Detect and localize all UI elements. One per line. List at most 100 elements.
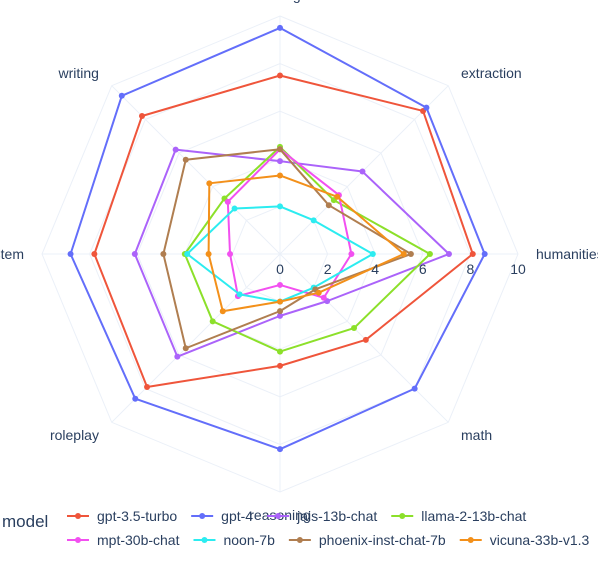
axis-label-stem: stem	[0, 246, 24, 262]
data-point	[407, 251, 414, 257]
data-point	[445, 251, 452, 257]
data-point	[315, 289, 322, 296]
grid-spoke	[111, 85, 281, 255]
legend-item-llama-2-13b-chat[interactable]: llama-2-13b-chat	[391, 508, 526, 524]
data-point	[369, 251, 376, 257]
legend-swatch-marker	[201, 537, 208, 543]
data-point	[182, 156, 189, 163]
angular-axis-labels: codingextractionhumanitiesmathreasoningr…	[0, 0, 598, 523]
series-vicuna-33b-v1.3	[205, 172, 407, 315]
data-point	[277, 362, 283, 369]
data-point	[277, 172, 283, 179]
legend-item-vicuna-33b-v1.3[interactable]: vicuna-33b-v1.3	[459, 532, 590, 548]
legend-item-gpt-4[interactable]: gpt-4	[191, 508, 253, 524]
data-point	[91, 251, 98, 257]
data-point	[359, 168, 366, 175]
data-point	[231, 205, 238, 212]
data-point	[277, 24, 283, 31]
series-line	[226, 148, 353, 299]
data-point	[227, 251, 234, 257]
legend-label: llama-2-13b-chat	[421, 508, 526, 524]
data-point	[160, 251, 167, 257]
data-point	[481, 251, 488, 257]
radial-tick-label: 0	[276, 261, 284, 277]
data-point	[277, 281, 283, 288]
data-point	[139, 113, 146, 120]
data-point	[411, 385, 418, 392]
legend-swatch-marker	[75, 537, 81, 543]
axis-label-humanities: humanities	[536, 246, 598, 262]
radial-tick-label: 6	[419, 261, 427, 277]
legend-swatch-marker	[275, 513, 282, 519]
data-point	[310, 217, 317, 224]
data-point	[320, 294, 327, 301]
axis-label-coding: coding	[259, 0, 300, 3]
legend-label: noon-7b	[223, 532, 275, 548]
series-group	[67, 24, 488, 453]
legend-label: vicuna-33b-v1.3	[490, 532, 590, 548]
legend-title: model	[2, 512, 48, 531]
data-point	[423, 104, 430, 111]
legend-label: jais-13b-chat	[296, 508, 377, 524]
series-line	[183, 145, 431, 353]
data-point	[172, 146, 179, 153]
data-point	[224, 198, 231, 205]
legend-swatch-marker	[75, 513, 81, 519]
legend-swatch-marker	[296, 537, 303, 543]
data-point	[132, 395, 139, 402]
data-point	[205, 251, 212, 257]
radial-ticks: 0 2 4 6 8 10	[276, 261, 526, 277]
axis-label-extraction: extraction	[461, 65, 522, 81]
legend-item-mpt-30b-chat[interactable]: mpt-30b-chat	[67, 532, 180, 548]
series-mpt-30b-chat	[224, 146, 355, 301]
legend-item-phoenix-inst-chat-7b[interactable]: phoenix-inst-chat-7b	[288, 532, 446, 548]
data-point	[277, 446, 283, 453]
radial-tick-label: 2	[324, 261, 332, 277]
data-point	[277, 312, 283, 319]
data-point	[174, 353, 181, 360]
legend-item-noon-7b[interactable]: noon-7b	[193, 532, 275, 548]
legend-item-gpt-3.5-turbo[interactable]: gpt-3.5-turbo	[67, 508, 177, 524]
data-point	[209, 318, 216, 325]
data-point	[334, 193, 341, 200]
data-point	[131, 251, 138, 257]
data-point	[277, 298, 283, 305]
axis-label-math: math	[461, 427, 492, 443]
data-point	[182, 345, 189, 352]
legend-label: phoenix-inst-chat-7b	[319, 532, 446, 548]
legend-item-jais-13b-chat[interactable]: jais-13b-chat	[267, 508, 377, 524]
legend-label: gpt-3.5-turbo	[97, 508, 177, 524]
series-jais-13b-chat	[131, 146, 452, 360]
data-point	[348, 251, 355, 257]
legend-swatch-marker	[399, 513, 406, 519]
data-point	[219, 308, 226, 315]
data-point	[277, 72, 283, 79]
radial-tick-label: 8	[467, 261, 475, 277]
data-point	[67, 251, 74, 257]
axis-label-writing: writing	[58, 65, 99, 81]
legend-swatch-marker	[199, 513, 206, 519]
axis-label-roleplay: roleplay	[50, 427, 99, 443]
data-point	[184, 251, 191, 257]
data-point	[351, 325, 358, 332]
series-gpt-4	[67, 24, 488, 453]
data-point	[362, 336, 369, 343]
grid-spoke	[111, 253, 281, 423]
legend-label: mpt-30b-chat	[97, 532, 180, 548]
data-point	[277, 308, 283, 315]
series-line	[69, 26, 486, 451]
radial-tick-label: 4	[371, 261, 379, 277]
series-phoenix-inst-chat-7b	[160, 146, 414, 352]
data-point	[277, 203, 283, 210]
legend: model gpt-3.5-turbo gpt-4 jais-13b-chat llam…	[2, 508, 590, 548]
data-point	[236, 291, 243, 298]
data-point	[469, 251, 476, 257]
data-point	[426, 251, 433, 257]
legend-swatch-marker	[467, 537, 474, 543]
data-point	[277, 146, 283, 153]
data-point	[277, 348, 283, 355]
series-gpt-3.5-turbo	[91, 72, 476, 390]
data-point	[144, 383, 151, 390]
